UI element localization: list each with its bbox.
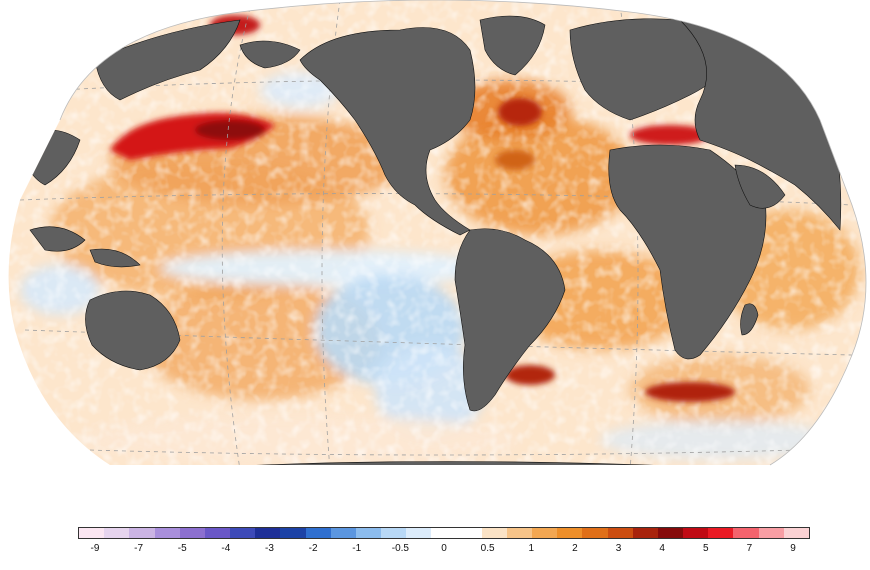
- legend-swatch: [330, 528, 356, 538]
- legend-swatch: [230, 528, 256, 538]
- legend-swatch: [683, 528, 709, 538]
- legend-swatch: [255, 528, 281, 538]
- legend-tick-label: -0.5: [391, 543, 409, 554]
- legend-swatch: [708, 528, 734, 538]
- land: [19, 15, 842, 465]
- legend-tick-label: 3: [615, 543, 622, 554]
- central-atlantic-warm: [495, 150, 535, 170]
- legend-swatch: [481, 528, 507, 538]
- legend-swatch: [783, 528, 809, 538]
- greenland: [479, 15, 546, 76]
- australia: [85, 290, 181, 371]
- antarctica: [199, 461, 721, 465]
- legend-swatch: [355, 528, 382, 538]
- alaska: [239, 40, 301, 69]
- madagascar: [740, 303, 759, 336]
- agulhas-hotspot: [645, 382, 735, 402]
- globe-outline: [59, 0, 867, 466]
- legend-swatch: [532, 528, 558, 538]
- legend-swatch: [104, 528, 130, 538]
- legend-tick-label: 2: [572, 543, 578, 554]
- legend-swatch: [733, 528, 759, 538]
- legend-swatch: [607, 528, 633, 538]
- south-america: [454, 228, 566, 412]
- legend-swatch: [506, 528, 533, 538]
- color-scale-bar: [78, 527, 810, 539]
- legend-tick-label: -4: [221, 543, 231, 554]
- maritime-continent: [29, 226, 141, 268]
- south-atlantic-hotspot: [505, 365, 555, 385]
- legend-swatch: [280, 528, 306, 538]
- legend-swatch: [557, 528, 583, 538]
- legend-tick-label: 0: [441, 543, 447, 554]
- africa: [608, 144, 767, 360]
- legend-tick-label: 0.5: [480, 543, 495, 554]
- legend-tick-label: 1: [528, 543, 535, 554]
- north-america: [299, 27, 476, 236]
- legend-swatch: [406, 528, 432, 538]
- arabia: [734, 164, 786, 209]
- north-pacific-core: [195, 120, 265, 140]
- mediterranean-hotspot: [630, 125, 710, 145]
- legend-swatch: [204, 528, 231, 538]
- legend-swatch: [154, 528, 180, 538]
- legend-tick-label: -3: [265, 543, 274, 554]
- legend-tick-label: 4: [659, 543, 665, 554]
- legend-tick-label: 9: [790, 543, 796, 554]
- legend-swatch: [79, 528, 105, 538]
- legend-tick-label: -7: [134, 543, 144, 554]
- europe: [569, 18, 741, 121]
- labrador-hotspot: [498, 98, 542, 126]
- sea-surface-temperature-anomaly-map: [8, 0, 867, 466]
- legend-swatch: [657, 528, 684, 538]
- legend-swatch: [381, 528, 407, 538]
- color-scale-labels: -9 -7 -5 -4 -3 -2 -1 -0.5 0 0.5 1 2 3 4 5 7 9: [78, 543, 810, 559]
- legend-tick-label: -5: [177, 543, 187, 554]
- legend-tick-label: 7: [746, 543, 753, 554]
- legend-swatch: [179, 528, 205, 538]
- legend-tick-label: 5: [702, 543, 709, 554]
- legend-swatch: [431, 528, 457, 538]
- legend-swatch: [582, 528, 608, 538]
- legend-tick-label: -2: [308, 543, 318, 554]
- legend-tick-label: -9: [90, 543, 100, 554]
- globe: [8, 0, 867, 465]
- legend-swatch: [632, 528, 658, 538]
- northeast-asia: [94, 19, 241, 101]
- legend-swatch: [456, 528, 482, 538]
- legend-swatch: [305, 528, 331, 538]
- legend-tick-label: -1: [352, 543, 362, 554]
- legend-swatch: [758, 528, 784, 538]
- legend-swatch: [129, 528, 155, 538]
